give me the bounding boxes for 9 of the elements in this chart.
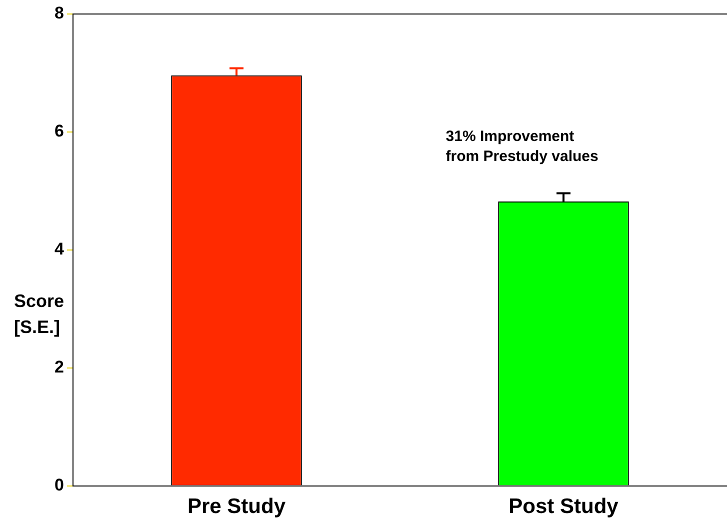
y-axis-title: Score [S.E.]: [14, 290, 64, 337]
x-tick-label: Pre Study: [187, 495, 286, 518]
x-tick-label: Post Study: [508, 495, 619, 518]
y-tick-label: 2: [54, 358, 64, 377]
y-tick-label: 0: [54, 475, 64, 494]
y-tick-label: 6: [54, 122, 64, 141]
y-tick-label: 8: [54, 4, 64, 23]
annotation: 31% Improvement from Prestudy values: [446, 128, 598, 166]
y-tick-label: 4: [54, 240, 65, 259]
